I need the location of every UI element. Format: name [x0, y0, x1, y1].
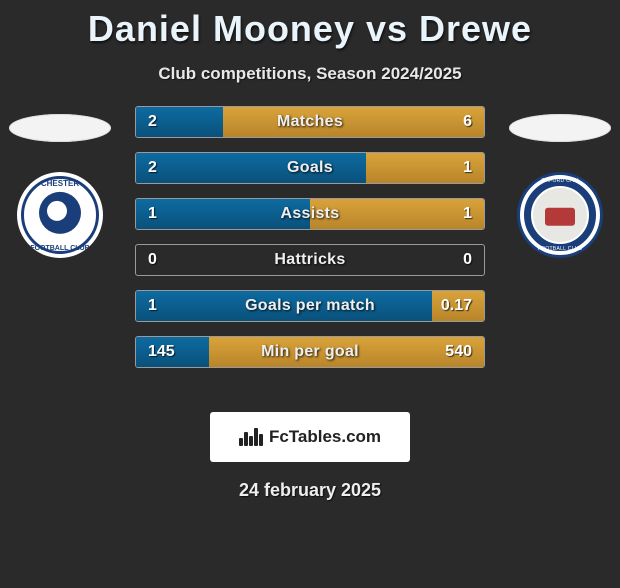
stat-row: 21Goals	[135, 152, 485, 184]
stat-label: Min per goal	[136, 337, 484, 367]
stat-label: Goals per match	[136, 291, 484, 321]
right-flag-placeholder	[509, 114, 611, 142]
stat-row: 11Assists	[135, 198, 485, 230]
brand-text: FcTables.com	[269, 427, 381, 447]
stat-row: 10.17Goals per match	[135, 290, 485, 322]
stat-label: Matches	[136, 107, 484, 137]
stat-label: Hattricks	[136, 245, 484, 275]
stat-label: Goals	[136, 153, 484, 183]
right-team-crest: OXFORD CITY FOOTBALL CLUB	[517, 172, 603, 258]
stat-row: 145540Min per goal	[135, 336, 485, 368]
brand-badge: FcTables.com	[210, 412, 410, 462]
stat-row: 26Matches	[135, 106, 485, 138]
page-title: Daniel Mooney vs Drewe	[0, 8, 620, 50]
stat-label: Assists	[136, 199, 484, 229]
date-line: 24 february 2025	[0, 480, 620, 501]
left-team-column: CHESTER FOOTBALL CLUB	[0, 106, 120, 258]
left-team-crest: CHESTER FOOTBALL CLUB	[17, 172, 103, 258]
right-team-column: OXFORD CITY FOOTBALL CLUB	[500, 106, 620, 258]
brand-logo-icon	[239, 428, 263, 446]
stat-bars: 26Matches 21Goals 11Assists 00Hattricks 10.1…	[135, 106, 485, 382]
stat-row: 00Hattricks	[135, 244, 485, 276]
comparison-area: CHESTER FOOTBALL CLUB OXFORD CITY FOOTBA…	[0, 106, 620, 406]
left-flag-placeholder	[9, 114, 111, 142]
subtitle: Club competitions, Season 2024/2025	[0, 64, 620, 84]
